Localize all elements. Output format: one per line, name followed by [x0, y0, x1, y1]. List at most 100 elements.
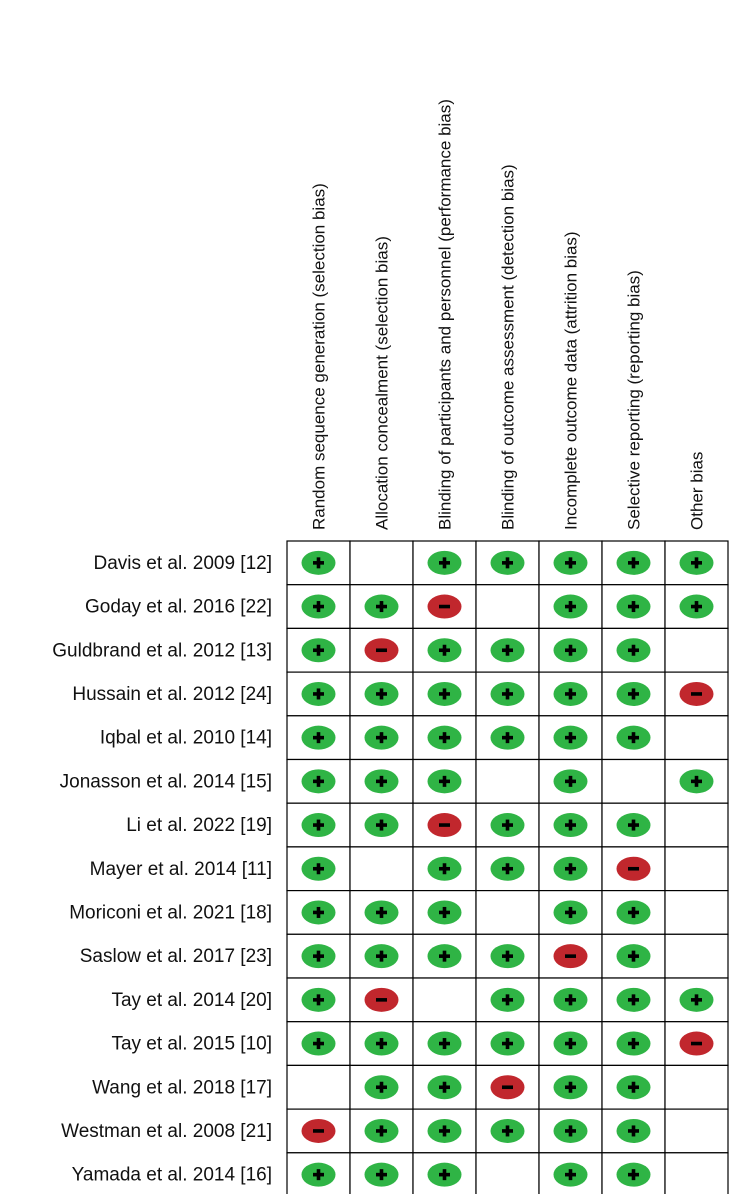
low-risk-mark [616, 1031, 651, 1056]
high-risk-mark [427, 594, 462, 619]
low-risk-mark [301, 638, 336, 663]
low-risk-mark [364, 1031, 399, 1056]
high-risk-mark [616, 856, 651, 881]
high-risk-mark [364, 987, 399, 1012]
low-risk-mark [616, 550, 651, 575]
plus-vertical [568, 906, 573, 918]
plus-vertical [316, 775, 321, 787]
plus-vertical [568, 1169, 573, 1181]
low-risk-mark [364, 769, 399, 794]
plus-vertical [568, 688, 573, 700]
low-risk-mark [427, 550, 462, 575]
high-risk-mark [364, 638, 399, 663]
plus-vertical [568, 775, 573, 787]
minus-bar [628, 866, 639, 871]
minus-bar [313, 1129, 324, 1133]
plus-vertical [442, 644, 447, 656]
grid-cell [286, 1064, 351, 1110]
low-risk-mark [553, 769, 588, 794]
low-risk-mark [427, 1118, 462, 1143]
plus-vertical [568, 601, 573, 613]
plus-vertical [316, 688, 321, 700]
grid-cell [664, 1152, 729, 1194]
low-risk-mark [427, 856, 462, 881]
row-label: Yamada et al. 2014 [16] [72, 1165, 272, 1186]
row-label: Saslow et al. 2017 [23] [80, 946, 272, 967]
plus-vertical [442, 732, 447, 744]
low-risk-mark [553, 594, 588, 619]
grid-cell [664, 1108, 729, 1154]
plus-vertical [568, 557, 573, 569]
plus-vertical [505, 732, 510, 744]
plus-vertical [568, 819, 573, 831]
plus-vertical [379, 1125, 384, 1137]
row-label: Li et al. 2022 [19] [126, 815, 272, 836]
low-risk-mark [427, 944, 462, 969]
low-risk-mark [427, 681, 462, 706]
grid-cell [664, 933, 729, 979]
plus-vertical [442, 557, 447, 569]
plus-vertical [505, 819, 510, 831]
low-risk-mark [364, 681, 399, 706]
plus-vertical [694, 601, 699, 613]
low-risk-mark [490, 944, 525, 969]
minus-bar [691, 692, 702, 696]
low-risk-mark [427, 900, 462, 925]
column-label: Random sequence generation (selection bi… [310, 183, 329, 530]
grid-cell [664, 1064, 729, 1110]
low-risk-mark [301, 1031, 336, 1056]
plus-vertical [631, 1081, 636, 1093]
low-risk-mark [427, 769, 462, 794]
low-risk-mark [301, 594, 336, 619]
plus-vertical [442, 863, 447, 875]
low-risk-mark [553, 813, 588, 838]
low-risk-mark [490, 1031, 525, 1056]
high-risk-mark [301, 1118, 336, 1143]
plus-vertical [442, 906, 447, 918]
row-label: Iqbal et al. 2010 [14] [100, 728, 272, 749]
low-risk-mark [553, 681, 588, 706]
plus-vertical [316, 819, 321, 831]
plus-vertical [568, 1081, 573, 1093]
minus-bar [439, 823, 450, 827]
grid-cell [664, 977, 729, 1023]
low-risk-mark [616, 1162, 651, 1187]
low-risk-mark [490, 1118, 525, 1143]
plus-vertical [379, 950, 384, 962]
low-risk-mark [553, 856, 588, 881]
low-risk-mark [616, 900, 651, 925]
plus-vertical [316, 994, 321, 1006]
plus-vertical [631, 1169, 636, 1181]
row-label: Goday et al. 2016 [22] [85, 597, 272, 618]
high-risk-mark [553, 944, 588, 969]
plus-vertical [568, 863, 573, 875]
judgement-grid [286, 540, 729, 1194]
plus-vertical [442, 688, 447, 700]
minus-bar [376, 998, 387, 1002]
low-risk-mark [616, 725, 651, 750]
low-risk-mark [427, 1075, 462, 1100]
plus-vertical [694, 775, 699, 787]
low-risk-mark [301, 725, 336, 750]
low-risk-mark [364, 594, 399, 619]
column-label: Incomplete outcome data (attrition bias) [562, 231, 581, 530]
low-risk-mark [427, 638, 462, 663]
plus-vertical [316, 601, 321, 613]
low-risk-mark [364, 1075, 399, 1100]
minus-bar [691, 1041, 702, 1046]
plus-vertical [505, 950, 510, 962]
plus-vertical [568, 1038, 573, 1050]
grid-cell [475, 540, 540, 586]
grid-cell [412, 977, 477, 1023]
plus-vertical [316, 863, 321, 875]
low-risk-mark [553, 1118, 588, 1143]
low-risk-mark [364, 1118, 399, 1143]
plus-vertical [379, 601, 384, 613]
plus-vertical [631, 950, 636, 962]
row-label: Guldbrand et al. 2012 [13] [52, 640, 272, 661]
low-risk-mark [616, 813, 651, 838]
grid-cell [286, 846, 351, 892]
plus-vertical [694, 557, 699, 569]
plus-vertical [505, 688, 510, 700]
